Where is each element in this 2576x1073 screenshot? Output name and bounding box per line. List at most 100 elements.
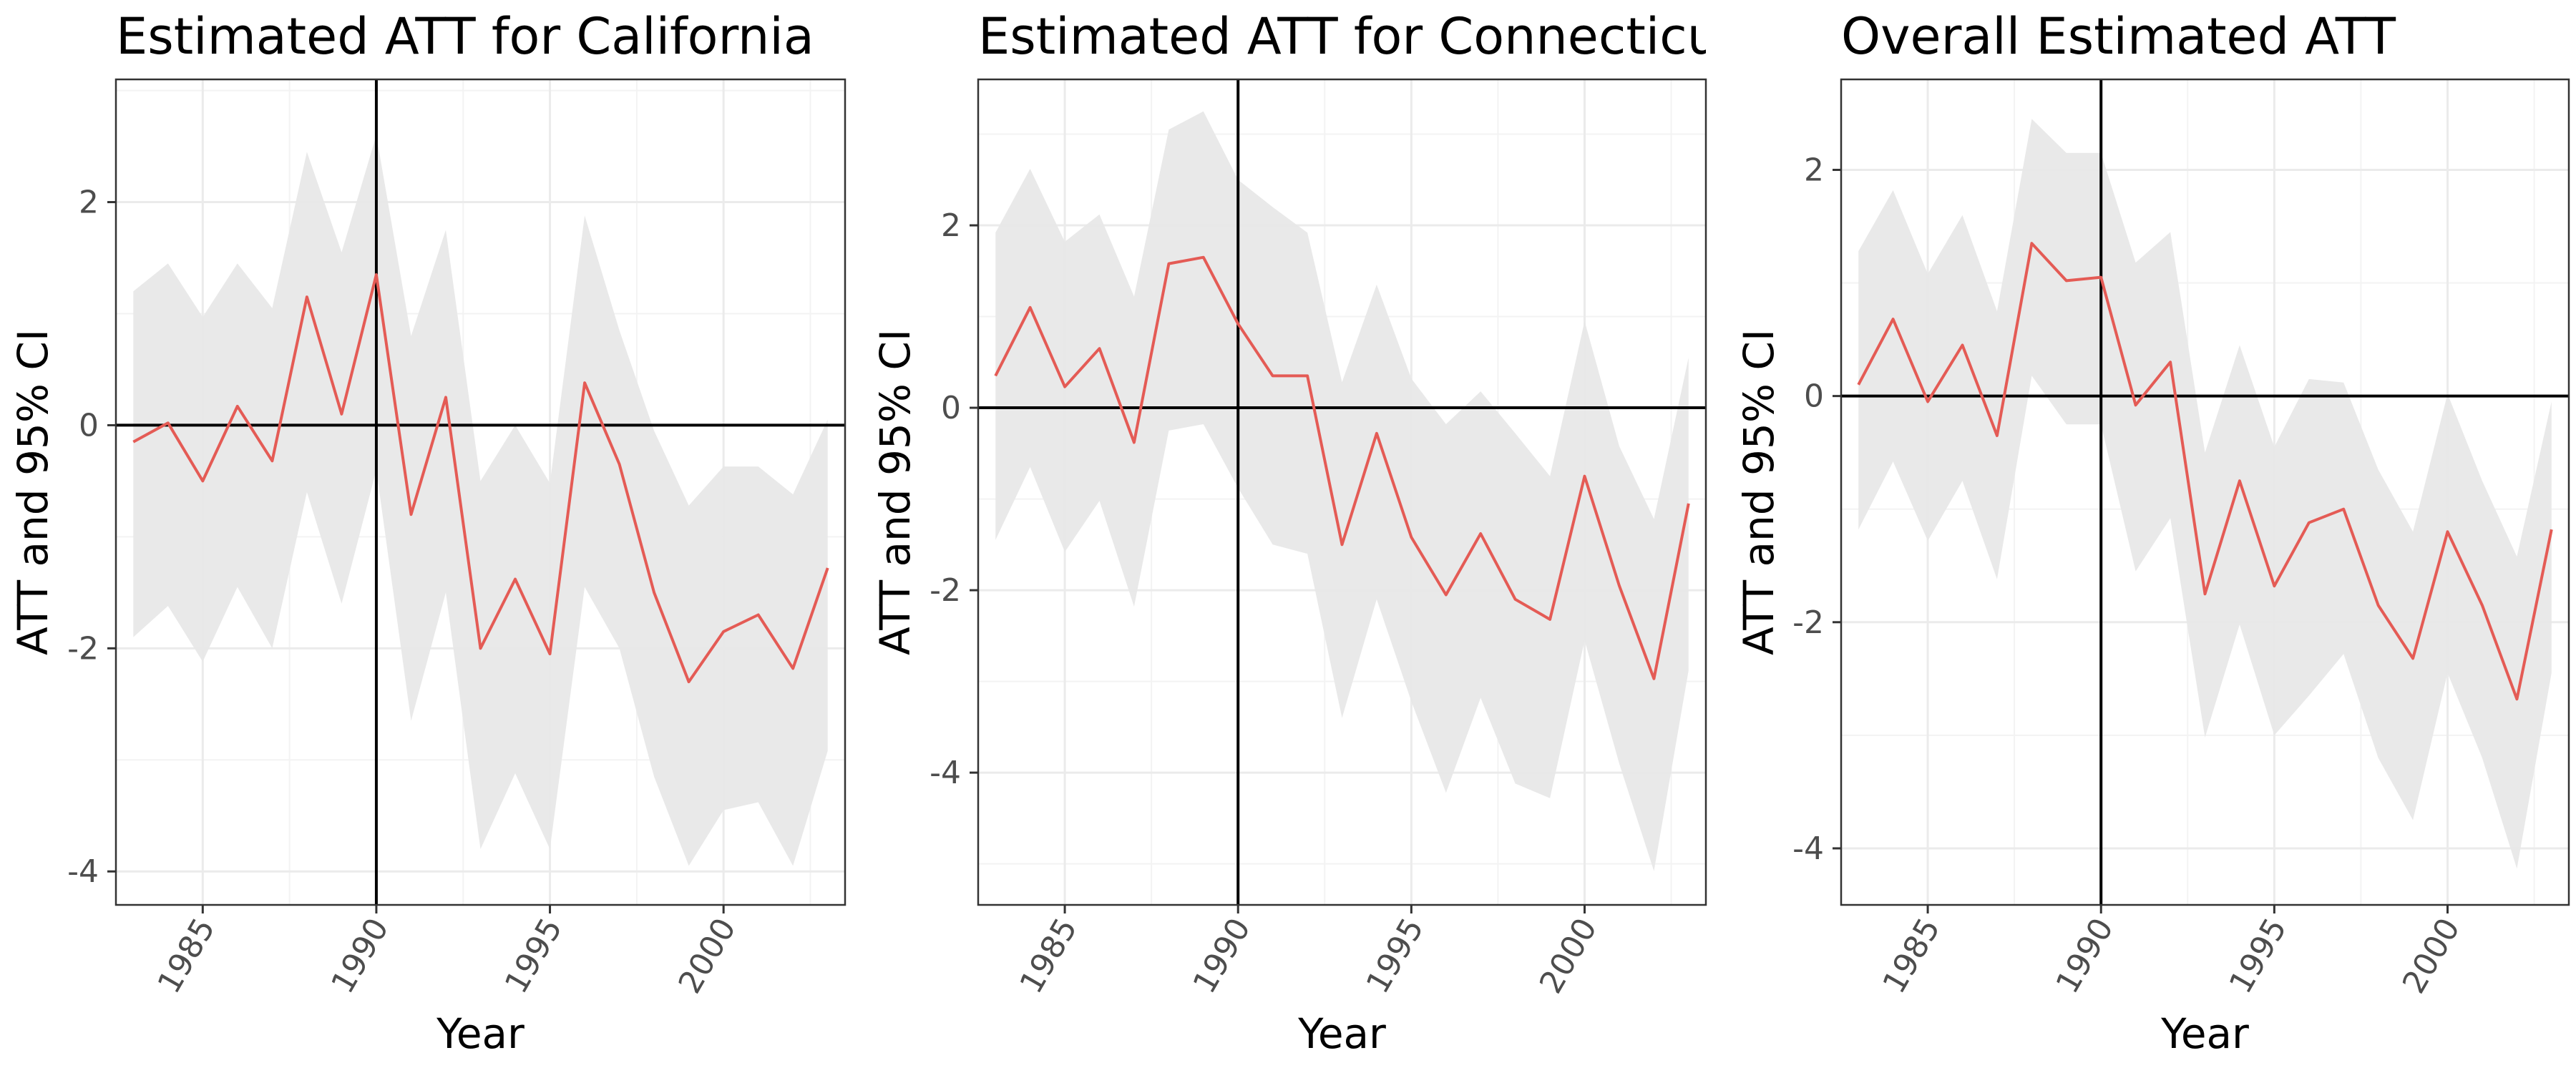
att-point bbox=[132, 441, 135, 444]
panel-border bbox=[114, 78, 847, 906]
att-point bbox=[2204, 592, 2207, 595]
att-point bbox=[270, 459, 273, 462]
att-point bbox=[2169, 361, 2172, 363]
y-axis-label: ATT and 95% CI bbox=[871, 329, 919, 655]
att-point bbox=[1961, 343, 1964, 346]
att-point bbox=[549, 652, 552, 655]
att-point bbox=[514, 578, 517, 581]
ci-band bbox=[1858, 119, 2552, 869]
att-point bbox=[1479, 532, 1482, 535]
x-tick-label: 1995 bbox=[498, 912, 570, 999]
att-point bbox=[444, 396, 447, 398]
att-point bbox=[1029, 306, 1032, 309]
att-point bbox=[409, 513, 412, 516]
panel-border bbox=[977, 78, 1707, 906]
y-tick-label: 2 bbox=[941, 207, 961, 244]
x-tick-label: 2000 bbox=[1533, 912, 1604, 999]
y-tick-label: -4 bbox=[67, 853, 99, 890]
att-point bbox=[1687, 502, 1690, 505]
att-point bbox=[479, 647, 482, 650]
att-point bbox=[201, 479, 204, 482]
att-point bbox=[306, 295, 308, 298]
att-point bbox=[1063, 386, 1066, 388]
att-line bbox=[994, 255, 1690, 680]
y-tick-label: -2 bbox=[1792, 604, 1824, 641]
att-point bbox=[2411, 657, 2414, 660]
att-point bbox=[1272, 374, 1274, 377]
att-point bbox=[994, 374, 997, 377]
att-point bbox=[1306, 374, 1309, 377]
chart-panel-3: -4 -2 0 2 1985 1990 1995 2000 Overall Estimated … bbox=[1735, 7, 2570, 1058]
x-tick-label: 2000 bbox=[2396, 912, 2467, 999]
y-tick-label: 2 bbox=[1804, 152, 1824, 188]
att-point bbox=[757, 614, 760, 617]
att-point bbox=[1341, 543, 1344, 546]
att-point bbox=[1584, 475, 1586, 478]
att-point bbox=[2273, 584, 2275, 587]
x-axis-label: Year bbox=[436, 1009, 525, 1058]
y-axis-label: ATT and 95% CI bbox=[1735, 329, 1783, 655]
att-point bbox=[1236, 323, 1239, 325]
y-tick-label: -4 bbox=[1792, 831, 1824, 867]
att-point bbox=[2030, 242, 2033, 245]
x-tick-label: 2000 bbox=[672, 912, 743, 999]
att-point bbox=[2515, 697, 2518, 700]
att-point bbox=[1202, 256, 1205, 259]
x-axis-label: Year bbox=[2160, 1009, 2249, 1058]
att-point bbox=[2238, 479, 2241, 482]
y-tick-label: 0 bbox=[1804, 378, 1824, 415]
chart-title: Estimated ATT for California bbox=[116, 7, 814, 66]
x-tick-label: 1995 bbox=[2223, 912, 2294, 999]
att-point bbox=[722, 630, 725, 633]
att-point bbox=[2308, 521, 2311, 524]
ci-band bbox=[995, 111, 1689, 871]
chart-panel-1: -4 -2 0 2 1985 1990 1995 2000 Estimated ATT for … bbox=[9, 7, 847, 1058]
ci-band bbox=[133, 135, 828, 866]
x-tick-label: 1985 bbox=[1875, 912, 1947, 999]
att-line bbox=[132, 273, 829, 684]
chart-panel-2: -4 -2 0 2 1985 1990 1995 2000 Estimated ATT for … bbox=[871, 7, 1739, 1058]
att-point bbox=[1548, 618, 1551, 621]
att-point bbox=[1133, 441, 1136, 444]
x-axis-label: Year bbox=[1297, 1009, 1386, 1058]
x-tick-label: 1985 bbox=[1013, 912, 1084, 999]
att-point bbox=[791, 667, 794, 670]
y-tick-label: -2 bbox=[930, 572, 961, 609]
att-point bbox=[1892, 318, 1895, 320]
att-point bbox=[236, 405, 239, 408]
y-axis-label: ATT and 95% CI bbox=[9, 329, 57, 655]
att-point bbox=[1375, 432, 1378, 435]
att-point bbox=[826, 567, 829, 569]
att-point bbox=[2099, 276, 2102, 279]
x-tick-label: 1985 bbox=[151, 912, 223, 999]
att-point bbox=[2481, 604, 2484, 607]
y-tick-label: 0 bbox=[941, 390, 961, 426]
att-point bbox=[1410, 536, 1413, 539]
x-tick-label: 1995 bbox=[1360, 912, 1431, 999]
y-tick-label: -4 bbox=[930, 755, 961, 791]
chart-title: Estimated ATT for Connecticut bbox=[978, 7, 1739, 66]
x-tick-label: 1990 bbox=[2049, 912, 2121, 999]
att-point bbox=[1996, 434, 1999, 437]
att-point bbox=[2446, 530, 2449, 533]
att-point bbox=[653, 591, 655, 594]
att-point bbox=[1098, 347, 1101, 350]
att-point bbox=[1514, 598, 1517, 601]
att-point bbox=[2377, 604, 2380, 607]
chart-title: Overall Estimated ATT bbox=[1841, 7, 2396, 66]
att-point bbox=[1652, 677, 1655, 680]
y-tick-label: 2 bbox=[79, 185, 99, 221]
att-point bbox=[583, 381, 586, 384]
panel-border bbox=[1840, 78, 2570, 906]
att-point bbox=[1445, 593, 1448, 596]
att-point bbox=[2342, 508, 2345, 511]
att-point bbox=[688, 680, 691, 683]
x-tick-label: 1990 bbox=[1186, 912, 1258, 999]
att-point bbox=[167, 421, 170, 424]
x-tick-label: 1990 bbox=[324, 912, 396, 999]
y-tick-label: 0 bbox=[79, 407, 99, 444]
att-line bbox=[1857, 242, 2553, 701]
att-point bbox=[618, 463, 621, 466]
att-point bbox=[2135, 403, 2137, 406]
